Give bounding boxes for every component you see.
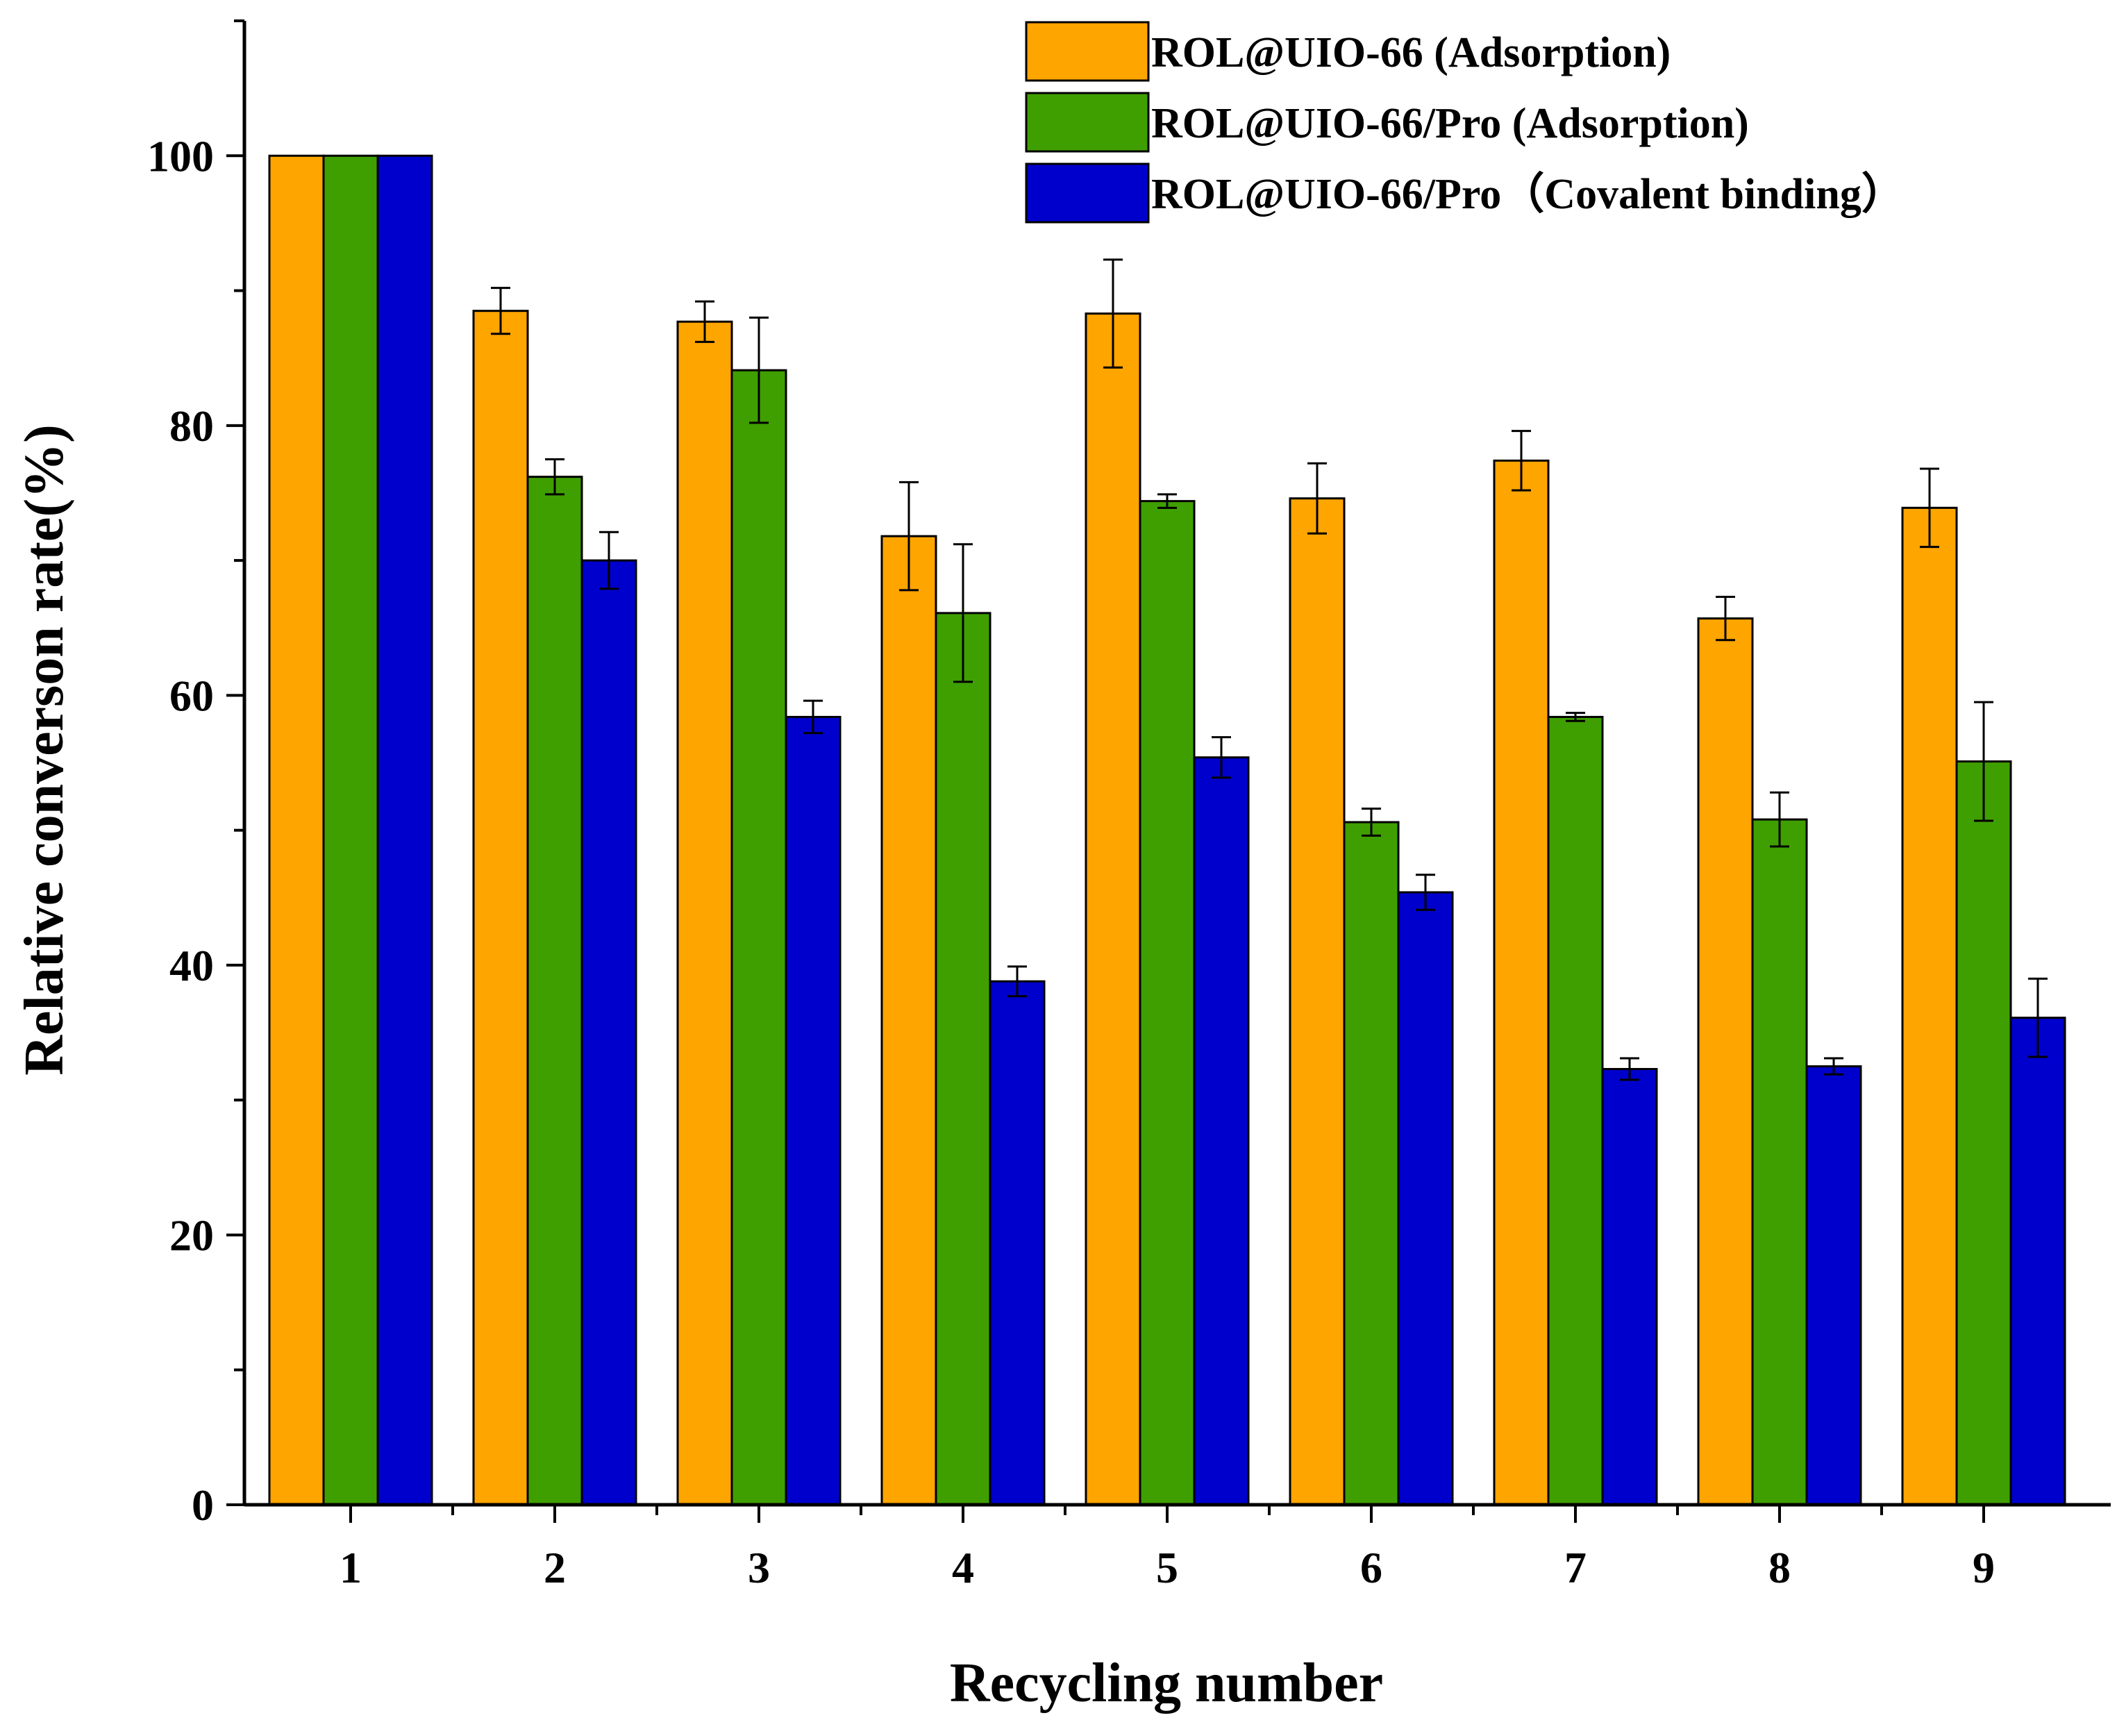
error-bar-s3-c8 — [1824, 1057, 1843, 1076]
bar-s1-c4 — [880, 535, 937, 1506]
bar-s3-c2 — [580, 559, 637, 1506]
error-bar-s3-c5 — [1212, 736, 1231, 779]
y-tick-label: 20 — [169, 1210, 214, 1260]
error-bar-s3-c7 — [1620, 1057, 1639, 1081]
bar-s1-c5 — [1085, 312, 1141, 1506]
error-bar-s3-c2 — [599, 531, 619, 590]
x-tick-label: 5 — [1156, 1543, 1178, 1592]
bar-s1-c9 — [1901, 506, 1958, 1506]
error-bar-s1-c5 — [1103, 258, 1123, 369]
legend-entry-2: ROL@UIO-66/Pro (Adsorption) — [1025, 92, 1749, 153]
error-bar-s1-c8 — [1716, 596, 1735, 642]
x-tick-label: 7 — [1564, 1543, 1587, 1592]
error-bar-s2-c5 — [1157, 493, 1177, 509]
bar-s3-c7 — [1601, 1067, 1658, 1506]
bar-s3-c4 — [989, 980, 1046, 1506]
error-bar-s2-c3 — [749, 316, 769, 424]
bar-s2-c8 — [1751, 818, 1808, 1506]
bar-s2-c2 — [526, 476, 583, 1506]
bar-s2-c4 — [935, 612, 991, 1506]
bar-s3-c5 — [1193, 756, 1250, 1506]
x-tick-label: 6 — [1360, 1543, 1382, 1592]
error-bar-s2-c6 — [1362, 808, 1381, 837]
error-bar-s2-c2 — [545, 458, 564, 496]
x-tick-label: 3 — [748, 1543, 770, 1592]
legend-swatch — [1025, 162, 1150, 224]
bar-s1-c3 — [676, 320, 733, 1506]
bar-s1-c8 — [1697, 617, 1754, 1506]
error-bar-s1-c3 — [695, 300, 714, 343]
x-tick-label: 9 — [1973, 1543, 1995, 1592]
axes-layer: 0 20 40 60 80 100 1 2 3 4 5 6 7 8 9 — [147, 19, 2111, 1592]
bar-s3-c8 — [1805, 1065, 1862, 1506]
bar-s2-c6 — [1343, 821, 1400, 1506]
legend-label: ROL@UIO-66/Pro（Covalent binding） — [1151, 169, 1905, 218]
bar-s3-c9 — [2009, 1017, 2066, 1506]
error-bar-s3-c9 — [2028, 977, 2048, 1058]
x-tick-label: 2 — [544, 1543, 566, 1592]
legend: ROL@UIO-66 (Adsorption) ROL@UIO-66/Pro (A… — [1025, 21, 1905, 224]
legend-swatch — [1025, 21, 1150, 82]
y-tick-label: 80 — [169, 401, 214, 451]
bar-s1-c2 — [472, 310, 529, 1506]
legend-label: ROL@UIO-66/Pro (Adsorption) — [1151, 100, 1749, 147]
error-bar-s2-c8 — [1770, 791, 1789, 848]
x-tick-label: 1 — [340, 1543, 362, 1592]
bar-s2-c9 — [1955, 760, 2012, 1506]
bar-s3-c1 — [376, 154, 433, 1506]
y-tick-label: 0 — [192, 1480, 214, 1530]
bar-s2-c7 — [1547, 715, 1604, 1506]
y-axis-label: Relative converson rate(%) — [14, 424, 75, 1075]
bar-s3-c6 — [1397, 891, 1454, 1506]
error-bar-s2-c7 — [1566, 712, 1585, 722]
legend-entry-3: ROL@UIO-66/Pro（Covalent binding） — [1025, 162, 1905, 224]
error-bar-s1-c6 — [1307, 462, 1327, 535]
bars-layer — [268, 154, 2066, 1506]
bar-s2-c1 — [322, 154, 379, 1506]
bar-s1-c1 — [268, 154, 325, 1506]
x-tick-label: 4 — [952, 1543, 974, 1592]
legend-swatch — [1025, 92, 1150, 153]
error-bar-s3-c6 — [1416, 874, 1435, 911]
y-tick-label: 100 — [147, 131, 214, 181]
error-bar-s3-c4 — [1007, 965, 1027, 998]
bar-s1-c7 — [1493, 459, 1550, 1506]
legend-entry-1: ROL@UIO-66 (Adsorption) — [1025, 21, 1671, 82]
y-tick-label: 60 — [169, 671, 214, 720]
bar-s2-c5 — [1139, 500, 1196, 1506]
error-bar-s2-c4 — [953, 543, 973, 683]
error-bar-s3-c3 — [803, 699, 823, 735]
y-tick-label: 40 — [169, 941, 214, 990]
error-bar-s1-c2 — [491, 287, 510, 335]
x-axis-label: Recycling number — [950, 1653, 1383, 1714]
error-bar-s1-c7 — [1512, 430, 1531, 492]
legend-label: ROL@UIO-66 (Adsorption) — [1151, 29, 1671, 76]
error-bar-s1-c4 — [899, 481, 919, 592]
error-bar-s2-c9 — [1974, 701, 1993, 822]
error-bar-s1-c9 — [1920, 467, 1939, 549]
bar-s3-c3 — [785, 715, 842, 1506]
bar-s2-c3 — [730, 369, 787, 1506]
x-tick-label: 8 — [1768, 1543, 1791, 1592]
bar-s1-c6 — [1289, 497, 1346, 1506]
